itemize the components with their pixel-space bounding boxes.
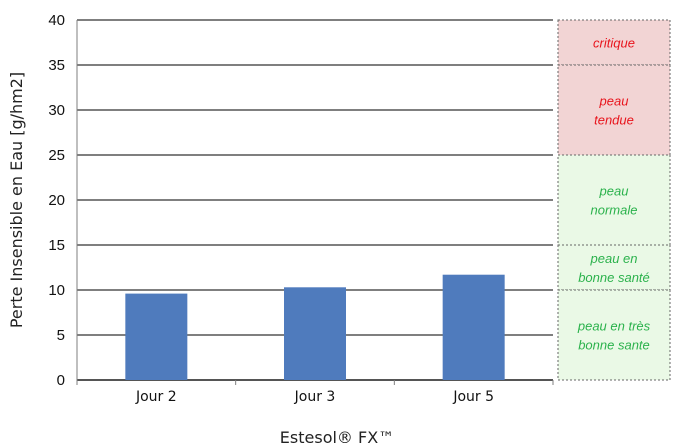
zone-label-0-0: critique [593,36,635,51]
zone-label-3-1: bonne santé [578,270,650,285]
zone-label-2-1: normale [591,203,638,218]
x-tick-label-0: Jour 2 [135,389,177,405]
zone-label-4-1: bonne sante [578,338,650,353]
y-tick-label-20: 20 [48,192,65,209]
y-tick-labels: 0 5 10 15 20 25 30 35 40 [48,12,65,389]
zone-box-2 [557,154,671,246]
x-tick-label-2: Jour 5 [452,389,494,405]
y-tick-label-30: 30 [48,102,65,119]
zone-label-4-0: peau en très [577,319,651,334]
zone-box-4 [557,289,671,381]
zone-label-1-1: tendue [594,113,634,128]
bar-0 [125,293,188,380]
y-tick-label-5: 5 [57,327,65,344]
zone-panel: critique peau tendue peau normale peau en bonn… [557,19,671,381]
y-tick-label-0: 0 [57,372,65,389]
zone-box-3 [557,244,671,291]
x-tick-label-1: Jour 3 [294,389,336,405]
zone-box-1 [557,64,671,156]
bar-1 [284,287,346,380]
y-axis-title: Perte Insensible en Eau [g/hm2] [7,72,26,328]
bar-2 [442,274,505,380]
y-tick-label-15: 15 [48,237,65,254]
bars [125,274,505,380]
y-tick-label-40: 40 [48,12,65,29]
y-tick-label-25: 25 [48,147,65,164]
y-tick-label-10: 10 [48,282,65,299]
zone-box-0 [557,19,671,66]
zone-label-1-0: peau [599,94,629,109]
zone-label-3-0: peau en [590,251,638,266]
y-tick-label-35: 35 [48,57,65,74]
x-tick-labels: Jour 2 Jour 3 Jour 5 [135,389,494,405]
zone-label-2-0: peau [599,184,629,199]
x-axis-title: Estesol® FX™ [280,428,394,444]
